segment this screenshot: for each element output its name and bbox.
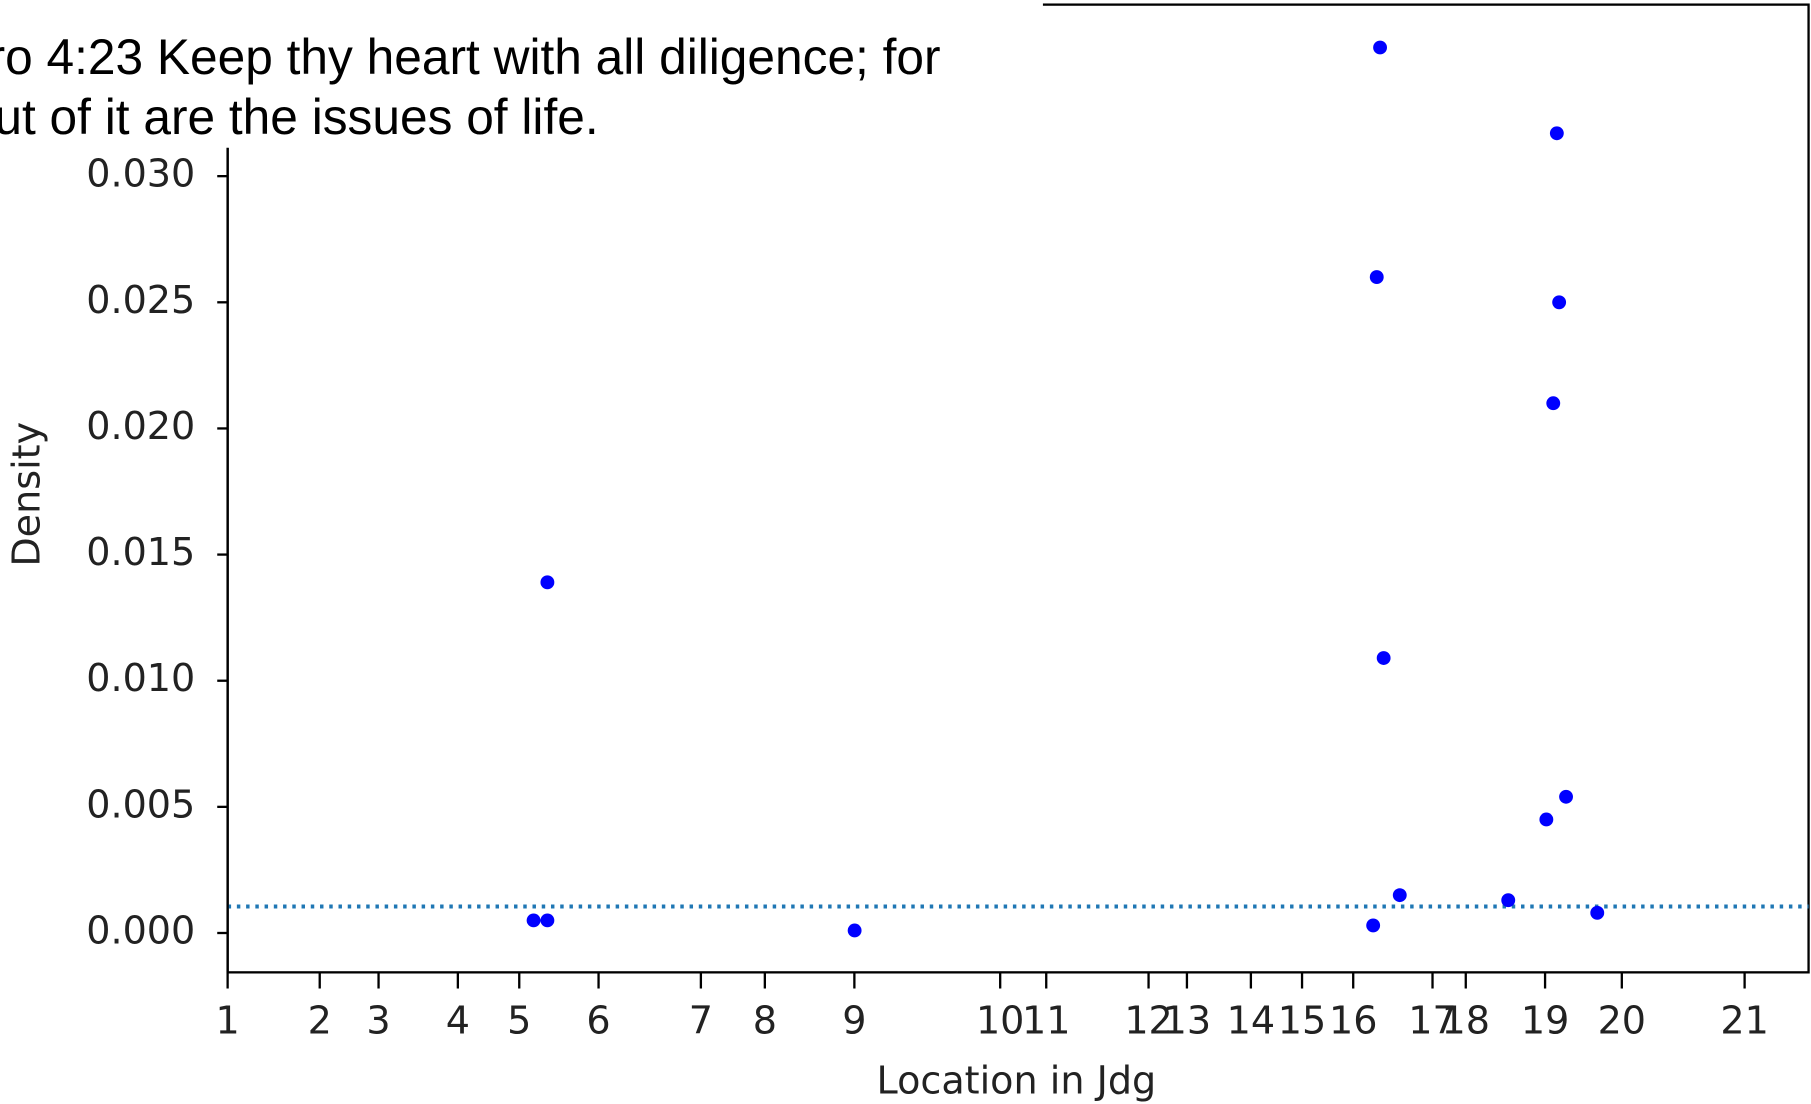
- point: [540, 913, 555, 928]
- x-tick-label: 7: [689, 999, 713, 1043]
- plot-frame: [226, 3, 1810, 974]
- y-tick-label: 0.015: [86, 530, 195, 574]
- point: [1392, 888, 1407, 903]
- point: [1546, 396, 1561, 411]
- point: [1376, 651, 1391, 665]
- x-tick-label: 5: [507, 999, 531, 1043]
- x-tick-label: 19: [1521, 999, 1569, 1043]
- point: [1590, 905, 1605, 920]
- point: [847, 923, 862, 938]
- x-tick-label: 16: [1329, 999, 1377, 1043]
- y-axis-label: Density: [4, 422, 48, 567]
- x-tick-label: 21: [1720, 999, 1768, 1043]
- y-tick-label: 0.025: [86, 278, 195, 322]
- y-tick-label: 0.000: [86, 908, 195, 952]
- point: [1373, 40, 1388, 55]
- x-tick-label: 17: [1408, 999, 1456, 1043]
- y-tick-label: 0.010: [86, 656, 195, 700]
- x-tick-label: 1: [216, 999, 240, 1043]
- x-tick-label: 12: [1124, 999, 1172, 1043]
- point: [1549, 126, 1564, 141]
- x-tick-label: 10: [976, 999, 1024, 1043]
- x-tick-label: 11: [1022, 999, 1070, 1043]
- x-tick-label: 15: [1278, 999, 1326, 1043]
- x-tick-label: 9: [842, 999, 866, 1043]
- x-tick-label: 3: [366, 999, 390, 1043]
- point: [1559, 789, 1573, 804]
- x-tick-label: 18: [1442, 999, 1490, 1043]
- point: [1501, 893, 1516, 908]
- x-tick-label: 13: [1163, 999, 1211, 1043]
- point: [1552, 295, 1567, 310]
- x-tick-label: 4: [446, 999, 470, 1043]
- x-tick-label: 14: [1227, 999, 1275, 1043]
- point: [1366, 918, 1381, 933]
- annotation-line: ut of it are the issues of life.: [0, 89, 599, 145]
- x-tick-label: 8: [753, 999, 777, 1043]
- annotation-line: ro 4:23 Keep thy heart with all diligenc…: [0, 29, 941, 85]
- y-tick-label: 0.005: [86, 782, 195, 826]
- point: [1539, 812, 1554, 827]
- annotation-box: [0, 0, 1043, 148]
- point: [1369, 270, 1384, 285]
- x-tick-label: 6: [586, 999, 610, 1043]
- y-tick-label: 0.030: [86, 152, 195, 196]
- annotation-line: p your heart: [0, 0, 156, 9]
- point: [540, 575, 555, 590]
- point: [526, 913, 541, 928]
- x-tick-label: 2: [308, 999, 332, 1043]
- x-tick-label: 20: [1598, 999, 1646, 1043]
- x-axis-label: Location in Jdg: [877, 1059, 1157, 1103]
- y-tick-label: 0.020: [86, 404, 195, 448]
